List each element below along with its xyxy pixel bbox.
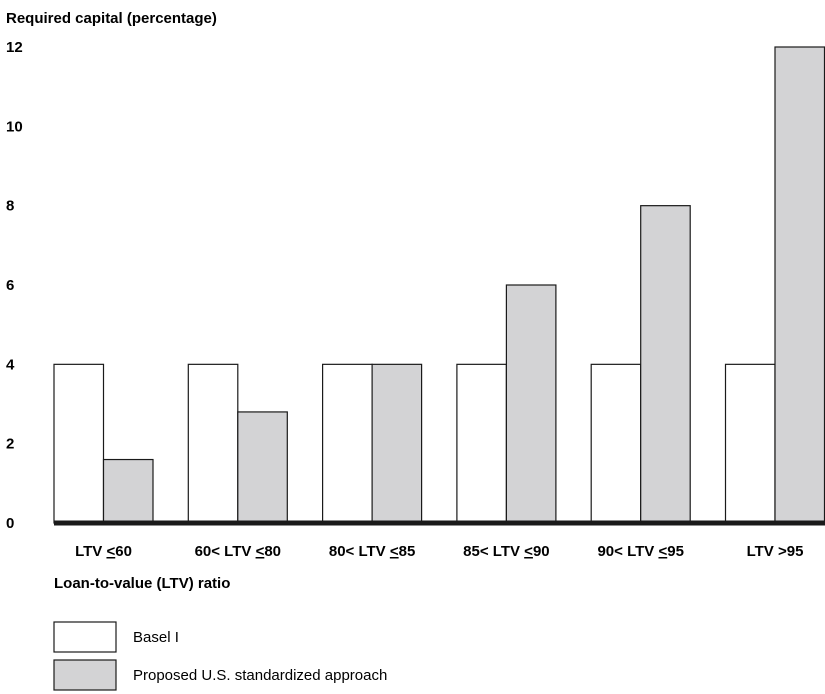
- legend-label: Proposed U.S. standardized approach: [133, 667, 387, 684]
- y-axis-label: Required capital (percentage): [6, 10, 217, 27]
- x-tick-label: LTV <60: [75, 543, 132, 560]
- bar-proposed: [774, 46, 825, 524]
- y-tick-label: 4: [6, 356, 15, 373]
- legend-label: Basel I: [133, 629, 179, 646]
- x-tick-label: 60< LTV <80: [195, 543, 281, 560]
- x-axis-label: Loan-to-value (LTV) ratio: [54, 575, 230, 592]
- bar-basel-i: [322, 363, 373, 524]
- bar-proposed: [640, 205, 691, 524]
- bar-basel-i: [53, 363, 105, 524]
- y-tick-labels: 0 2 4 6 8 10 12: [6, 39, 23, 532]
- x-tick-label: LTV >95: [747, 543, 804, 560]
- y-tick-label: 6: [6, 277, 14, 294]
- bar-basel-i: [456, 363, 507, 524]
- bar-proposed: [505, 284, 557, 524]
- x-tick-label: 80< LTV <85: [329, 543, 415, 560]
- legend: Basel I Proposed U.S. standardized approa…: [53, 621, 387, 691]
- y-tick-label: 12: [6, 39, 23, 56]
- bar-proposed: [237, 411, 288, 524]
- bar-basel-i: [187, 363, 239, 524]
- legend-swatch: [53, 659, 117, 691]
- x-tick-label: 85< LTV <90: [463, 543, 549, 560]
- legend-swatch: [53, 621, 117, 653]
- y-tick-label: 2: [6, 436, 14, 453]
- bar-basel-i: [590, 363, 642, 524]
- bar-proposed: [371, 363, 423, 524]
- y-tick-label: 0: [6, 515, 14, 532]
- bar-proposed: [102, 458, 154, 524]
- y-tick-label: 10: [6, 118, 23, 135]
- y-tick-label: 8: [6, 198, 14, 215]
- bars: [53, 46, 825, 526]
- x-tick-label: 90< LTV <95: [597, 543, 683, 560]
- x-tick-labels: LTV <60 60< LTV <80 80< LTV <85 85< LTV <90…: [75, 543, 803, 560]
- bar-basel-i: [724, 363, 776, 524]
